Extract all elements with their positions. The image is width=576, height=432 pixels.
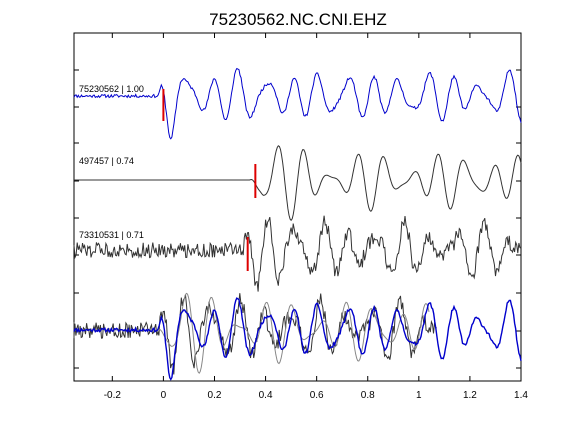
overlay-trace-line [73, 293, 437, 375]
trace-line [73, 67, 522, 140]
x-tick-label: 0.2 [208, 390, 222, 401]
x-tick-label: 0.6 [310, 390, 324, 401]
x-tick-label: 0.8 [361, 390, 375, 401]
plot-frame [73, 32, 522, 382]
x-tick-label: -0.2 [104, 390, 122, 401]
x-tick-label: 1.2 [463, 390, 477, 401]
overlay-trace-line [73, 297, 522, 381]
trace-line [73, 215, 522, 292]
chart-title: 75230562.NC.CNI.EHZ [209, 10, 387, 29]
x-tick-label: 0.4 [259, 390, 273, 401]
trace-label: 75230562 | 1.00 [79, 84, 144, 94]
x-tick-label: 0 [161, 390, 167, 401]
trace-label: 73310531 | 0.71 [79, 230, 144, 240]
trace-label: 497457 | 0.74 [79, 156, 134, 166]
axis-ticks [74, 33, 522, 381]
x-tick-label: 1 [416, 390, 422, 401]
x-tick-label: 1.4 [514, 390, 528, 401]
trace-line [74, 145, 522, 222]
waveform-traces: 75230562 | 1.00 497457 | 0.74 73310531 | 0… [73, 67, 522, 381]
x-tick-labels: -0.2 0 0.2 0.4 0.6 0.8 1 1.2 1.4 [104, 390, 529, 401]
